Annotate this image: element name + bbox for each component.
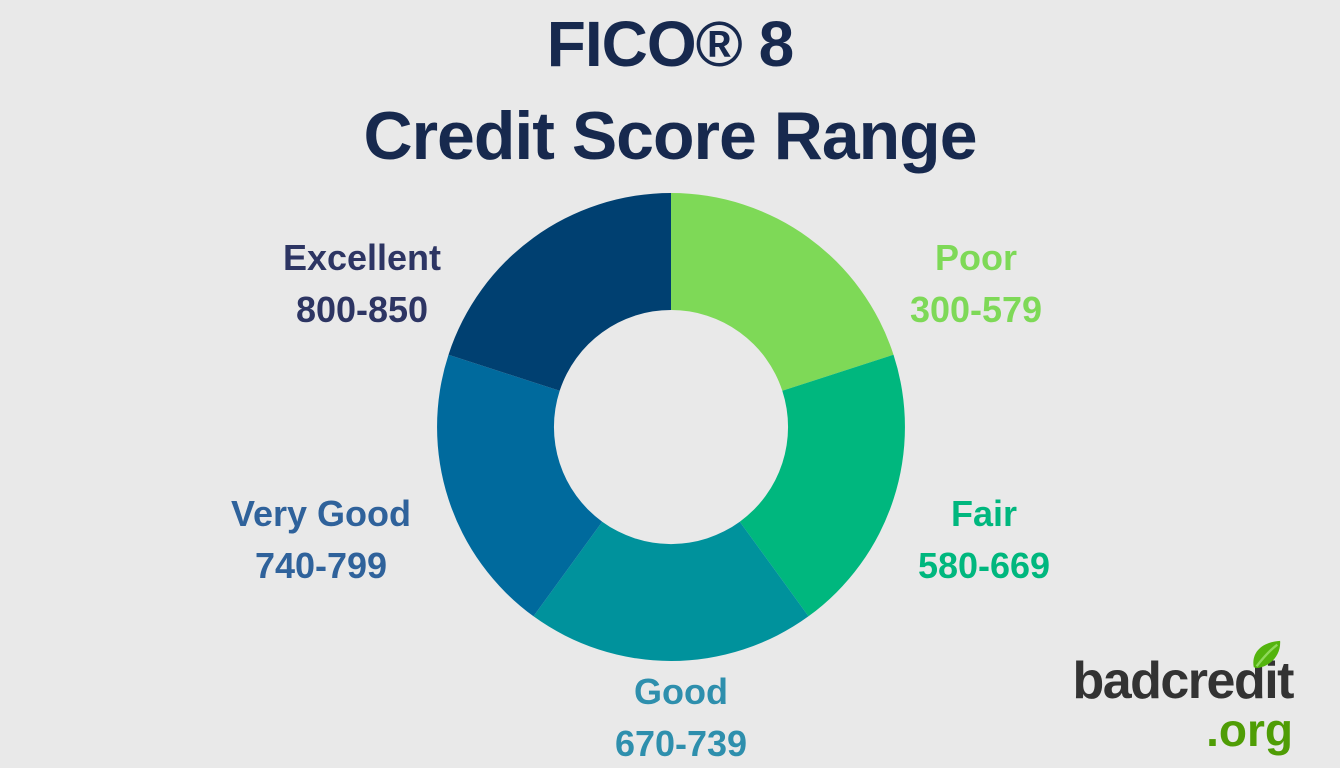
chart-title-line2: Credit Score Range (363, 98, 977, 174)
donut-segment-poor (671, 193, 894, 391)
segment-name: Very Good (230, 493, 412, 534)
chart-title-line1: FICO® 8 (546, 8, 794, 80)
segment-label-fair: Fair 580-669 (918, 488, 1050, 592)
segment-label-very-good: Very Good 740-799 (231, 488, 411, 592)
segment-range: 800-850 (295, 289, 429, 330)
donut-segment-very-good (437, 354, 603, 617)
segment-name: Excellent (282, 237, 442, 278)
segment-label-excellent: Excellent 800-850 (283, 232, 441, 336)
badcredit-org-logo: badcredit .org (1072, 640, 1294, 756)
segment-range: 300-579 (909, 289, 1043, 330)
donut-segment-fair (739, 354, 905, 617)
logo-tld-text: .org (1206, 704, 1293, 756)
segment-range: 740-799 (254, 545, 388, 586)
segment-label-poor: Poor 300-579 (910, 232, 1042, 336)
donut-segment-good (533, 521, 809, 661)
segment-name: Good (634, 671, 728, 712)
segment-label-good: Good 670-739 (615, 666, 747, 768)
segment-name: Fair (950, 493, 1018, 534)
segment-range: 580-669 (917, 545, 1051, 586)
segment-range: 670-739 (614, 723, 748, 764)
leaf-icon (1253, 640, 1281, 669)
donut-segment-excellent (448, 193, 671, 391)
segment-name: Poor (934, 237, 1017, 278)
